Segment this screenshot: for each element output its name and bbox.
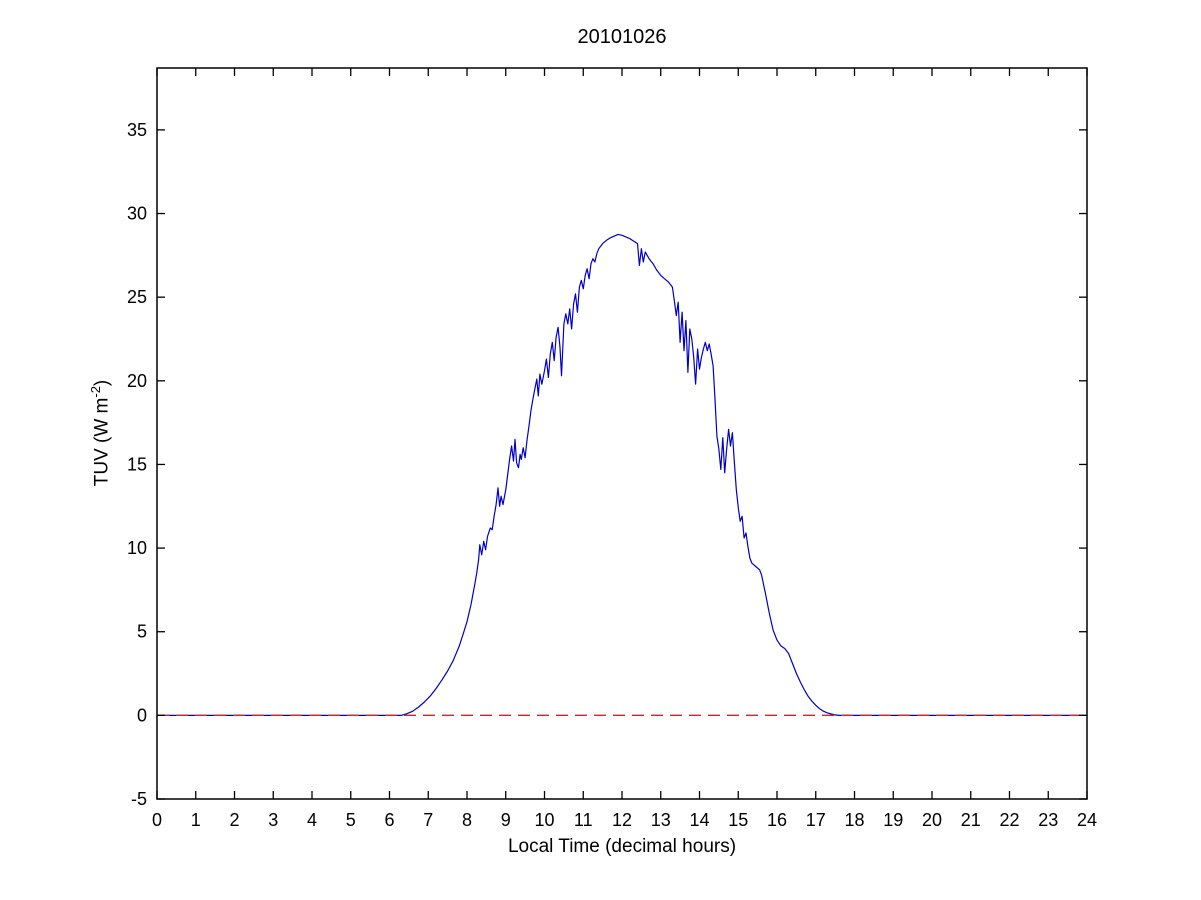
x-tick-label: 21 [961,810,981,830]
x-tick-label: 9 [501,810,511,830]
x-tick-label: 12 [612,810,632,830]
x-tick-label: 1 [191,810,201,830]
y-tick-label: 20 [127,371,147,391]
x-tick-label: 20 [922,810,942,830]
chart-title: 20101026 [577,26,667,48]
y-tick-label: 5 [137,622,147,642]
x-tick-label: 14 [689,810,709,830]
x-tick-label: 16 [767,810,787,830]
x-tick-label: 8 [462,810,472,830]
x-tick-label: 7 [423,810,433,830]
x-tick-label: 0 [152,810,162,830]
y-tick-label: 0 [137,705,147,725]
x-tick-label: 18 [844,810,864,830]
x-tick-label: 22 [999,810,1019,830]
x-tick-label: 5 [346,810,356,830]
y-tick-label: 10 [127,538,147,558]
data-line-tuv-irradiance [157,233,1087,717]
x-tick-label: 13 [651,810,671,830]
x-tick-label: 2 [229,810,239,830]
x-tick-label: 6 [384,810,394,830]
x-tick-label: 17 [806,810,826,830]
x-tick-label: 11 [574,810,593,830]
x-tick-label: 3 [268,810,278,830]
y-tick-label: 15 [127,454,147,474]
x-tick-label: 15 [728,810,748,830]
x-axis-label: Local Time (decimal hours) [507,836,737,857]
y-tick-label: -5 [131,789,147,809]
y-tick-label: 30 [127,204,147,224]
x-tick-label: 24 [1077,810,1097,830]
x-tick-label: 4 [307,810,317,830]
y-tick-label: 25 [127,287,147,307]
x-tick-label: 19 [883,810,903,830]
x-tick-label: 10 [534,810,554,830]
axes-box [156,67,1088,800]
y-tick-label: 35 [127,120,147,140]
x-tick-label: 23 [1038,810,1058,830]
